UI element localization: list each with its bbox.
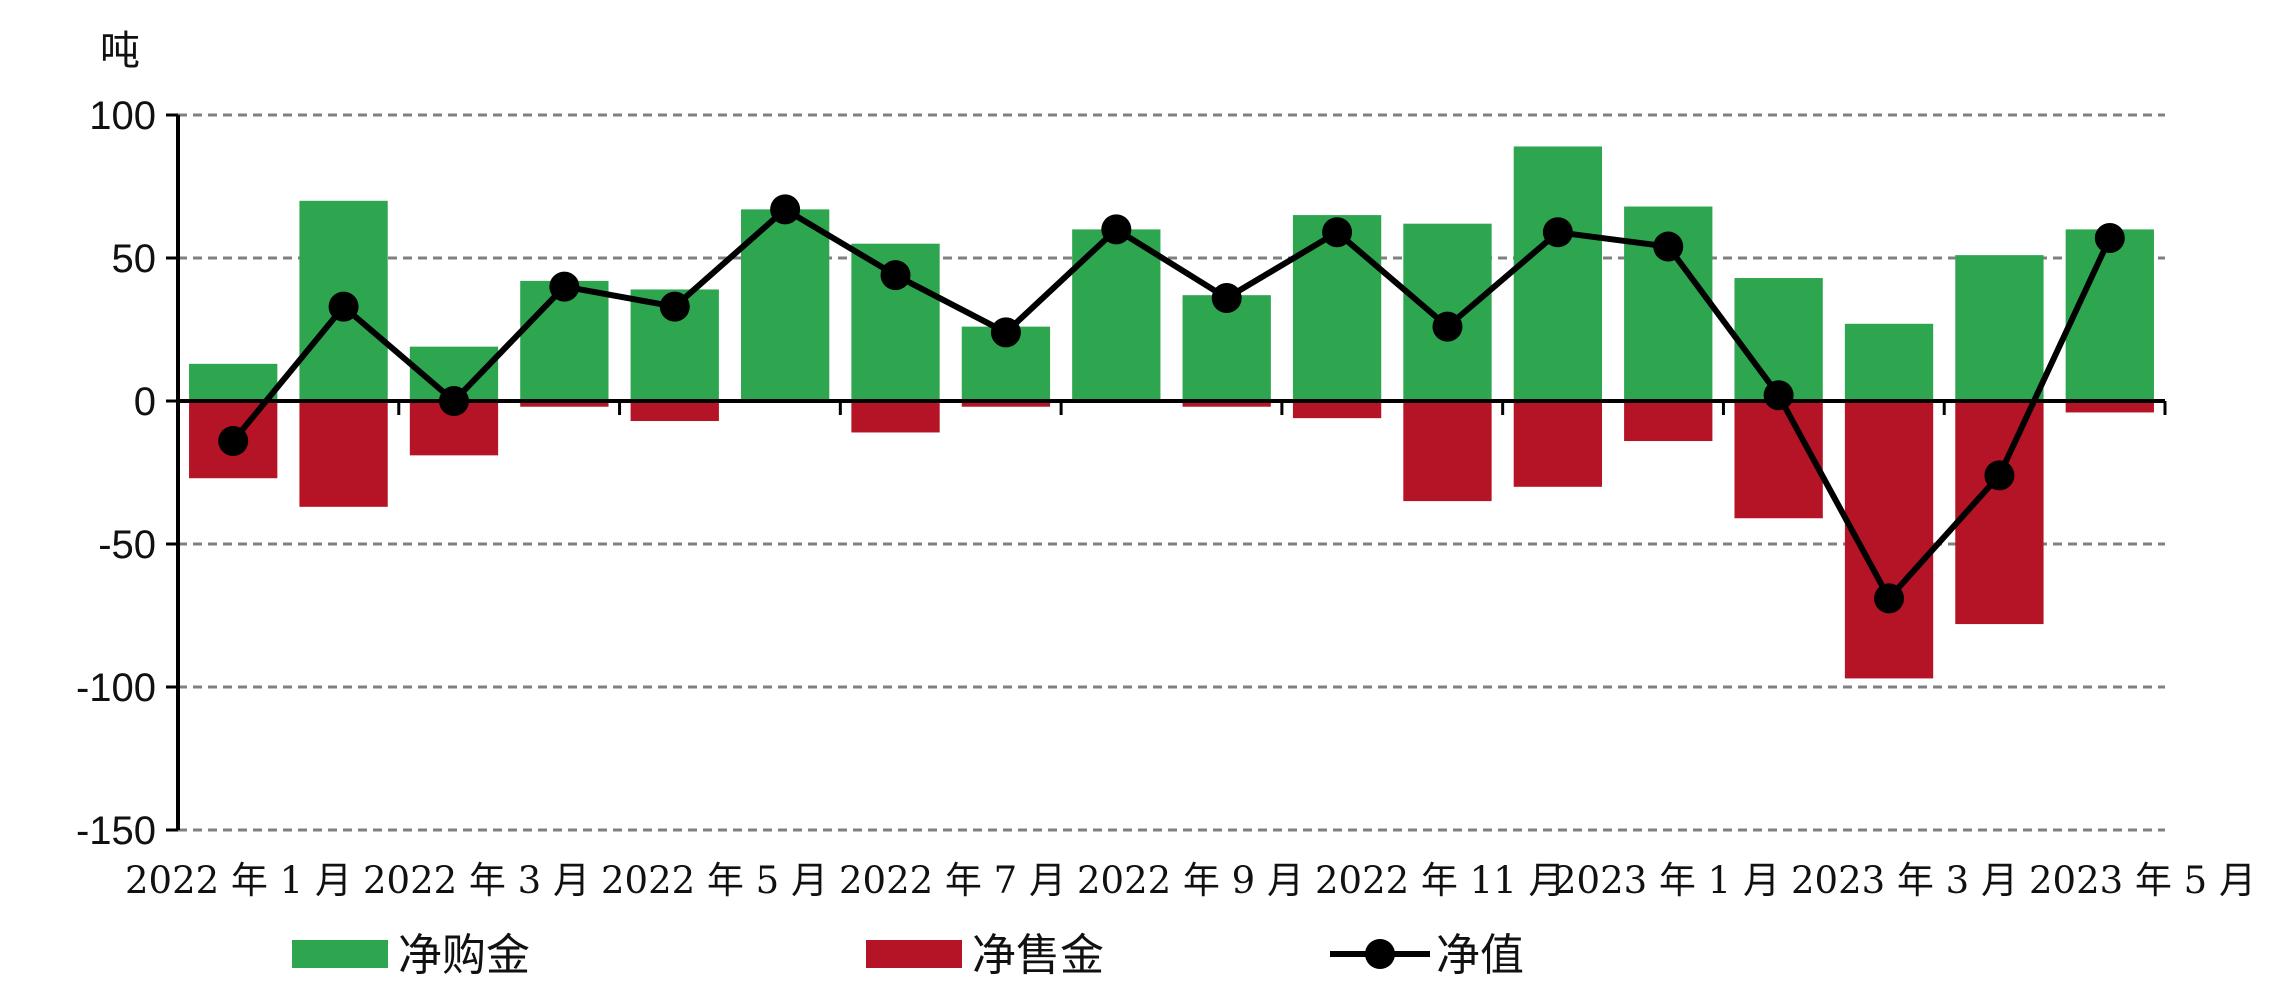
y-unit-label: 吨 bbox=[100, 28, 140, 74]
net-sell-bar bbox=[1182, 401, 1271, 407]
net-line-path bbox=[230, 206, 2113, 602]
x-tick-label: 2022 年 3 月 bbox=[363, 859, 590, 902]
net-line-point bbox=[1322, 217, 1353, 248]
net-line-point bbox=[2094, 222, 2125, 253]
net-line-point bbox=[1101, 214, 1132, 245]
net-sell-bar bbox=[299, 401, 388, 507]
axis-labels: 吨 100 50 0 -50 -100 -150 2022 年 1 月 2022 年 3 月 2… bbox=[76, 28, 2256, 902]
net-line-point bbox=[1211, 283, 1242, 314]
x-tick-label: 2022 年 11 月 bbox=[1315, 859, 1566, 902]
net-buy-bar bbox=[1513, 146, 1603, 401]
gridlines bbox=[178, 113, 2165, 832]
net-line-point bbox=[218, 426, 249, 457]
net-buy-bar bbox=[2065, 229, 2154, 401]
net-sell-bar bbox=[1513, 401, 1603, 487]
net-line-point bbox=[1432, 311, 1463, 342]
legend-label-net-buy: 净购金 bbox=[398, 930, 530, 981]
net-line-point bbox=[770, 194, 801, 225]
legend: 净购金 净售金 净值 bbox=[292, 930, 1524, 981]
net-sell-bar bbox=[851, 401, 940, 433]
net-line-point bbox=[1542, 217, 1573, 248]
x-tick-label: 2022 年 7 月 bbox=[839, 859, 1066, 902]
net-sell-bar bbox=[1624, 401, 1713, 442]
bars bbox=[189, 146, 2154, 679]
net-buy-bar bbox=[189, 363, 278, 401]
x-tick-label: 2022 年 9 月 bbox=[1077, 859, 1304, 902]
legend-label-net: 净值 bbox=[1436, 930, 1524, 981]
net-line-point bbox=[1653, 231, 1684, 262]
net-line-point bbox=[328, 291, 359, 322]
net-line-point bbox=[438, 386, 469, 416]
net-sell-bar bbox=[520, 401, 609, 407]
y-tick-label: -50 bbox=[98, 523, 156, 567]
y-tick-label: 0 bbox=[134, 380, 156, 424]
net-sell-bar bbox=[1734, 401, 1823, 519]
net-sell-bar bbox=[2065, 401, 2154, 413]
y-tick-label: -100 bbox=[76, 666, 156, 710]
legend-swatch-net-buy bbox=[292, 940, 388, 968]
x-tick-label: 2022 年 1 月 bbox=[125, 859, 352, 902]
legend-marker-net bbox=[1365, 939, 1395, 969]
net-line-point bbox=[1763, 380, 1794, 411]
legend-label-net-sell: 净售金 bbox=[972, 930, 1104, 981]
net-buy-bar bbox=[1955, 255, 2044, 401]
net-sell-bar bbox=[630, 401, 719, 422]
net-buy-bar bbox=[1844, 323, 1934, 401]
axes bbox=[166, 113, 2167, 832]
x-tick-label: 2023 年 3 月 bbox=[1791, 859, 2018, 902]
net-line-point bbox=[880, 260, 911, 291]
legend-swatch-net-sell bbox=[866, 940, 962, 968]
net-line-point bbox=[1874, 583, 1905, 614]
net-sell-bar bbox=[1292, 401, 1382, 419]
y-tick-label: 50 bbox=[112, 237, 157, 281]
net-sell-bar bbox=[961, 401, 1051, 407]
net-line-point bbox=[549, 271, 580, 302]
net-sell-bar bbox=[1403, 401, 1492, 502]
net-line-point bbox=[990, 317, 1021, 348]
net-buy-bar bbox=[740, 209, 830, 401]
net-line-point bbox=[1984, 460, 2015, 491]
x-tick-label: 2023 年 1 月 bbox=[1553, 859, 1780, 902]
x-tick-label: 2022 年 5 月 bbox=[601, 859, 828, 902]
y-tick-label: -150 bbox=[76, 809, 156, 853]
y-tick-label: 100 bbox=[89, 94, 156, 138]
x-tick-label: 2023 年 5 月 bbox=[2029, 859, 2256, 902]
net-line-point bbox=[659, 291, 690, 322]
net-line bbox=[218, 194, 2125, 614]
